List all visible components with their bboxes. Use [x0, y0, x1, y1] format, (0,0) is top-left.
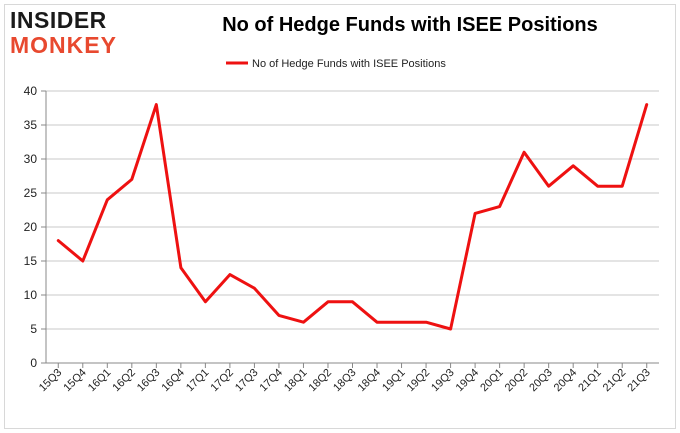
x-tick-label: 18Q3 — [331, 367, 359, 395]
y-tick-label: 0 — [30, 356, 37, 370]
data-point — [81, 260, 84, 263]
data-point — [204, 300, 207, 303]
x-tick-label: 19Q2 — [405, 367, 433, 395]
data-point — [645, 103, 648, 106]
y-tick-label: 15 — [24, 254, 38, 268]
logo-line-monkey: MONKEY — [10, 32, 117, 58]
x-tick-label: 21Q1 — [576, 367, 604, 395]
x-tick-label: 20Q1 — [478, 367, 506, 395]
x-tick-label: 20Q4 — [552, 367, 580, 395]
insider-monkey-logo: INSIDER MONKEY — [10, 7, 117, 58]
x-tick-label: 20Q2 — [503, 367, 531, 395]
x-tick-label: 15Q4 — [61, 367, 89, 395]
data-point — [179, 266, 182, 269]
y-tick-label: 5 — [30, 322, 37, 336]
chart-title: No of Hedge Funds with ISEE Positions — [222, 14, 598, 36]
series-line — [56, 103, 649, 331]
data-point — [376, 321, 379, 324]
x-tick-label: 19Q4 — [454, 367, 482, 395]
data-point — [302, 321, 305, 324]
data-point — [621, 185, 624, 188]
data-point — [498, 205, 501, 208]
x-tick-label: 18Q4 — [356, 367, 384, 395]
data-point — [596, 185, 599, 188]
x-tick-label: 20Q3 — [527, 367, 555, 395]
data-point — [547, 185, 550, 188]
data-point — [425, 321, 428, 324]
data-point — [155, 103, 158, 106]
data-point — [572, 164, 575, 167]
x-tick-label: 18Q1 — [282, 367, 310, 395]
logo-line-insider: INSIDER — [10, 7, 107, 33]
x-tick-label: 16Q2 — [110, 367, 138, 395]
y-tick-label: 30 — [24, 152, 38, 166]
x-tick-label: 19Q1 — [380, 367, 408, 395]
data-point — [400, 321, 403, 324]
y-tick-label: 40 — [24, 84, 38, 98]
data-point — [130, 178, 133, 181]
data-point — [277, 314, 280, 317]
x-tick-label: 21Q2 — [601, 367, 629, 395]
x-tick-label: 15Q3 — [37, 367, 65, 395]
x-tick-label: 16Q1 — [86, 367, 114, 395]
data-point — [523, 151, 526, 154]
x-tick-label: 21Q3 — [625, 367, 653, 395]
legend-label: No of Hedge Funds with ISEE Positions — [252, 58, 446, 70]
data-point — [326, 300, 329, 303]
x-tick-label: 17Q1 — [184, 367, 212, 395]
data-point — [351, 300, 354, 303]
data-point — [253, 287, 256, 290]
y-tick-label: 20 — [24, 220, 38, 234]
y-tick-label: 10 — [24, 288, 38, 302]
y-tick-label: 25 — [24, 186, 38, 200]
x-tick-label: 16Q3 — [135, 367, 163, 395]
y-tick-label: 35 — [24, 118, 38, 132]
data-point — [228, 273, 231, 276]
x-tick-label: 17Q2 — [208, 367, 236, 395]
data-point — [106, 198, 109, 201]
x-tick-label: 19Q3 — [429, 367, 457, 395]
data-point — [449, 328, 452, 331]
x-tick-label: 18Q2 — [307, 367, 335, 395]
data-point — [57, 239, 60, 242]
x-tick-label: 16Q4 — [159, 367, 187, 395]
x-tick-label: 17Q4 — [258, 367, 286, 395]
data-point — [474, 212, 477, 215]
x-tick-label: 17Q3 — [233, 367, 261, 395]
